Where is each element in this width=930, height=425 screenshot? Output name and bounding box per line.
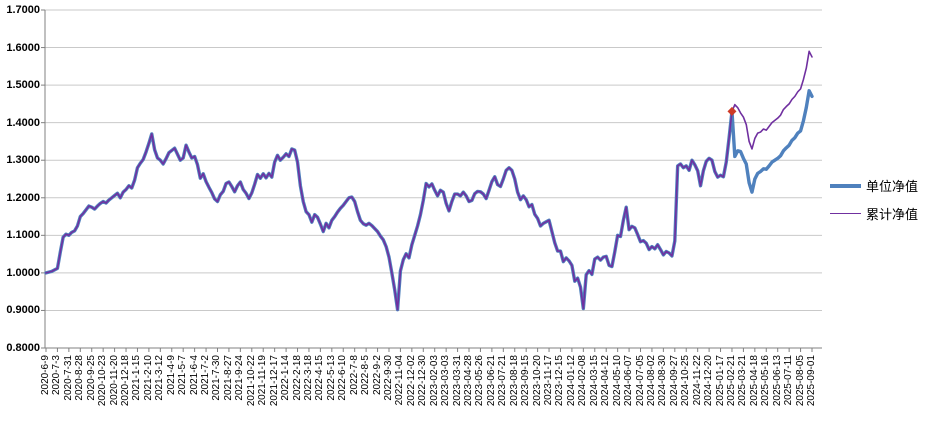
x-axis-label: 2020-12-18 — [120, 355, 132, 407]
x-axis-label: 2022-11-04 — [394, 355, 406, 406]
x-axis-label: 2021-11-19 — [257, 355, 269, 406]
y-axis-label: 0.8000 — [6, 342, 40, 354]
accum-nav-line — [45, 50, 813, 311]
x-axis-label: 2025-08-05 — [794, 355, 806, 407]
x-axis-label: 2023-05-26 — [474, 355, 486, 407]
x-axis-label: 2022-2-18 — [291, 355, 303, 401]
x-axis-label: 2021-10-22 — [245, 355, 257, 407]
x-axis-label: 2020-7-3 — [51, 355, 63, 396]
x-axis-label: 2023-10-20 — [531, 355, 543, 407]
x-axis-label: 2025-02-21 — [725, 355, 737, 407]
x-axis-label: 2020-7-31 — [62, 355, 74, 401]
x-axis-label: 2022-3-18 — [302, 355, 314, 401]
x-axis-label: 2025-04-18 — [748, 355, 760, 407]
x-axis-label: 2021-12-17 — [268, 355, 280, 407]
x-axis-label: 2022-5-13 — [325, 355, 337, 401]
x-axis-label: 2022-8-5 — [360, 355, 372, 396]
y-axis-label: 1.3000 — [6, 154, 40, 167]
x-axis-label: 2021-7-30 — [211, 355, 223, 401]
x-axis-label: 2023-09-15 — [520, 355, 532, 407]
y-axis-label: 1.1000 — [6, 229, 40, 242]
x-axis-label: 2025-07-11 — [783, 355, 795, 406]
x-axis-label: 2024-06-07 — [623, 355, 635, 407]
x-axis-label: 2023-07-21 — [497, 355, 509, 407]
x-axis-label: 2024-03-15 — [588, 355, 600, 407]
y-axis-label: 1.5000 — [6, 79, 40, 92]
x-axis-label: 2022-9-2 — [371, 355, 383, 396]
x-axis-label: 2023-02-03 — [428, 355, 440, 407]
x-axis-label: 2025-09-01 — [806, 355, 817, 407]
x-axis-label: 2020-6-9 — [40, 355, 51, 396]
x-axis-label: 2023-08-18 — [508, 355, 520, 407]
x-axis-label: 2020-8-28 — [74, 355, 86, 401]
x-axis-label: 2024-10-25 — [680, 355, 692, 407]
unit-nav-line-swatch — [830, 183, 861, 188]
x-axis-label: 2025-05-16 — [760, 355, 772, 407]
x-axis-label: 2020-10-23 — [97, 355, 109, 407]
x-axis-label: 2021-1-15 — [131, 355, 143, 401]
x-axis-label: 2023-03-31 — [451, 355, 463, 407]
x-axis-label: 2022-12-30 — [417, 355, 429, 407]
x-axis-label: 2022-4-15 — [314, 355, 326, 401]
x-axis-label: 2024-12-20 — [703, 355, 715, 407]
y-axis-label: 1.2000 — [6, 191, 40, 204]
legend-label-accum-nav: 累计净值 — [866, 207, 919, 222]
unit-nav-line — [44, 89, 814, 312]
x-axis-label: 2024-08-02 — [645, 355, 657, 407]
y-axis-label: 1.0000 — [6, 266, 40, 279]
x-axis-label: 2023-03-03 — [440, 355, 452, 407]
x-axis-label: 2024-09-27 — [668, 355, 680, 407]
x-axis-label: 2021-7-2 — [200, 355, 212, 396]
dividend-marker — [727, 106, 737, 116]
x-axis-label: 2022-6-10 — [337, 355, 349, 401]
x-axis-label: 2021-5-7 — [177, 355, 189, 396]
y-axis-label: 1.4000 — [6, 116, 40, 129]
x-axis-label: 2025-01-17 — [714, 355, 726, 407]
x-axis-label: 2025-06-13 — [771, 355, 783, 407]
x-axis-label: 2021-2-10 — [142, 355, 154, 401]
legend-item-accum-nav[interactable]: 累计净值 — [830, 204, 918, 223]
x-axis-label: 2021-3-12 — [154, 355, 166, 401]
legend: 单位净值 累计净值 — [830, 176, 918, 232]
x-axis-label: 2022-1-14 — [280, 355, 292, 401]
x-axis-label: 2023-11-17 — [543, 355, 555, 406]
x-axis-label: 2022-9-30 — [382, 355, 394, 401]
x-axis-label: 2022-12-02 — [405, 355, 417, 407]
y-axis-label: 1.7000 — [6, 4, 40, 16]
x-axis-label: 2024-11-22 — [691, 355, 703, 406]
x-axis-label: 2024-02-08 — [577, 355, 589, 407]
x-axis-label: 2024-04-12 — [600, 355, 612, 407]
x-axis-label: 2024-08-30 — [657, 355, 669, 407]
y-axis-label: 1.6000 — [6, 41, 40, 54]
x-axis-label: 2021-8-27 — [222, 355, 234, 401]
x-axis-label: 2021-4-9 — [165, 355, 177, 396]
x-axis-label: 2024-05-10 — [611, 355, 623, 407]
x-axis-label: 2023-12-15 — [554, 355, 566, 407]
x-axis-label: 2023-06-21 — [485, 355, 497, 407]
x-axis-label: 2023-04-28 — [463, 355, 474, 407]
x-axis-label: 2020-11-20 — [108, 355, 120, 406]
legend-label-unit-nav: 单位净值 — [866, 179, 919, 194]
x-axis-label: 2024-07-05 — [634, 355, 646, 407]
x-axis-label: 2024-01-12 — [565, 355, 577, 407]
x-axis-label: 2021-9-24 — [234, 355, 246, 401]
x-axis-label: 2022-7-8 — [348, 355, 360, 396]
y-axis-label: 0.9000 — [6, 304, 40, 317]
x-axis-label: 2025-03-21 — [737, 355, 749, 407]
accum-nav-line-swatch — [830, 212, 861, 215]
legend-item-unit-nav[interactable]: 单位净值 — [830, 176, 918, 195]
x-axis-label: 2020-9-25 — [85, 355, 97, 401]
x-axis-label: 2021-6-4 — [188, 355, 200, 396]
